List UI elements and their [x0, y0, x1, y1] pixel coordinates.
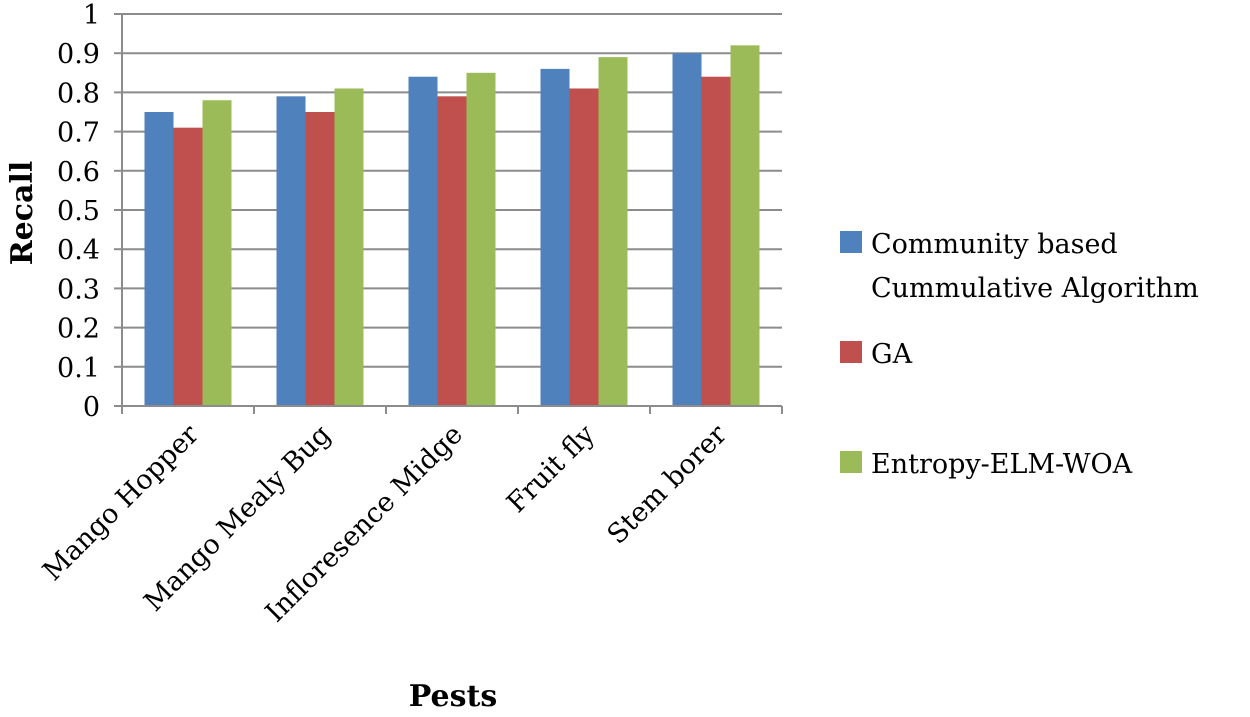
bar-community-based-cummulative-algorithm-mango-mealy-bug	[276, 96, 306, 406]
y-tick-label: 0.6	[57, 157, 100, 188]
x-category-label: Fruit fly	[501, 419, 601, 519]
bar-ga-stem-borer	[701, 76, 731, 406]
y-tick-label: 0.2	[57, 314, 100, 345]
bar-entropy-elm-woa-mango-hopper	[202, 100, 232, 407]
bar-ga-mango-hopper	[173, 127, 203, 407]
bar-ga-fruit-fly	[569, 88, 599, 406]
y-tick-label: 0	[83, 392, 100, 423]
bar-community-based-cummulative-algorithm-mango-hopper	[144, 112, 174, 406]
bar-entropy-elm-woa-fruit-fly	[598, 57, 628, 407]
legend-label: Entropy-ELM-WOA	[871, 449, 1133, 480]
axes	[114, 14, 783, 414]
y-tick-label: 0.9	[57, 39, 100, 70]
legend-label: Cummulative Algorithm	[871, 273, 1199, 304]
legend-label: GA	[871, 339, 913, 370]
y-tick-label: 1	[83, 0, 100, 31]
bar-ga-mango-mealy-bug	[305, 112, 335, 406]
y-tick-labels: 0 0.1 0.2 0.3 0.4 0.5 0.6 0.7 0.8 0.9 1	[57, 0, 100, 423]
legend-swatch	[840, 451, 862, 473]
bar-ga-infloresence-midge	[437, 96, 467, 406]
y-axis-title: Recall	[5, 161, 40, 266]
legend: Community based Cummulative Algorithm GA En…	[840, 229, 1199, 480]
bars	[144, 45, 760, 407]
y-tick-label: 0.5	[57, 196, 100, 227]
bar-entropy-elm-woa-stem-borer	[730, 45, 760, 407]
legend-swatch	[840, 231, 862, 253]
y-tick-label: 0.1	[57, 353, 100, 384]
y-tick-label: 0.3	[57, 274, 100, 305]
x-axis-title: Pests	[409, 679, 497, 714]
y-tick-label: 0.4	[57, 235, 100, 266]
legend-label: Community based	[871, 229, 1118, 260]
x-category-label: Stem borer	[602, 419, 733, 550]
bar-entropy-elm-woa-mango-mealy-bug	[334, 88, 364, 406]
legend-swatch	[840, 341, 862, 363]
bar-community-based-cummulative-algorithm-infloresence-midge	[408, 76, 438, 406]
y-tick-label: 0.8	[57, 78, 100, 109]
bar-community-based-cummulative-algorithm-stem-borer	[672, 53, 702, 406]
bar-community-based-cummulative-algorithm-fruit-fly	[540, 68, 570, 406]
y-tick-label: 0.7	[57, 118, 100, 149]
bar-entropy-elm-woa-infloresence-midge	[466, 72, 496, 407]
